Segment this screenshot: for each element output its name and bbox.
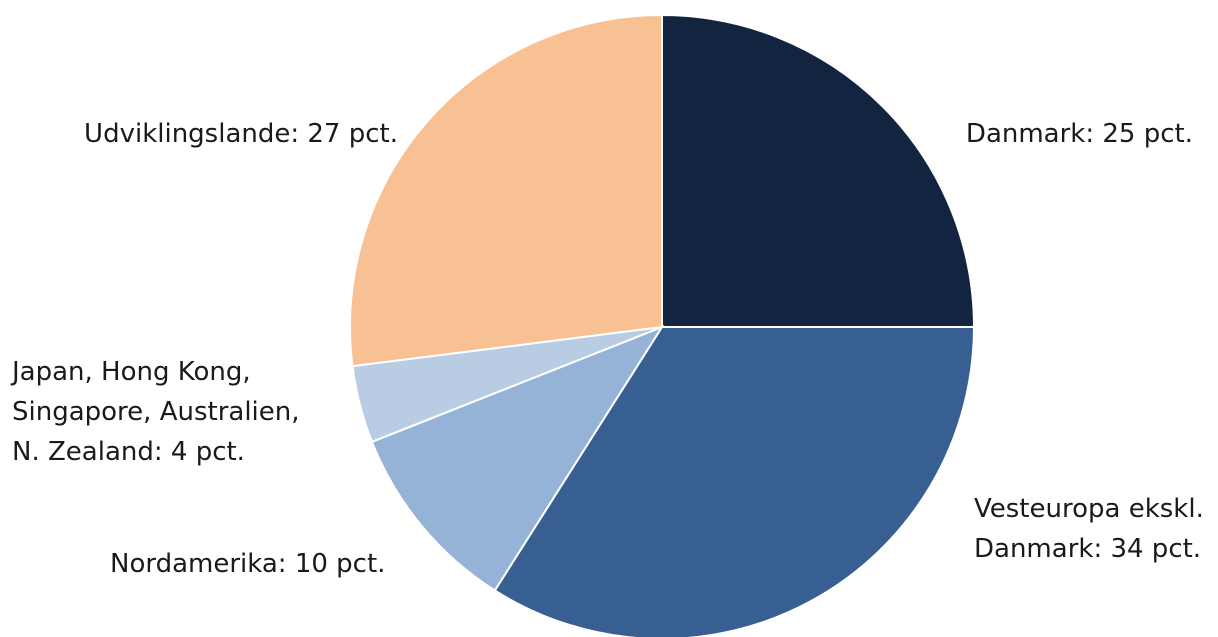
pie-slices — [349, 13, 976, 637]
slice-label-line: Danmark: 25 pct. — [966, 119, 1193, 149]
slice-label-line: Danmark: 34 pct. — [974, 534, 1201, 564]
slice-label-udviklingslande: Udviklingslande: 27 pct. — [84, 119, 398, 149]
slice-label-line: Nordamerika: 10 pct. — [110, 549, 385, 579]
slice-label-line: Japan, Hong Kong, — [10, 357, 251, 387]
slice-label-danmark: Danmark: 25 pct. — [966, 119, 1193, 149]
slice-label-vesteuropa: Vesteuropa ekskl. Danmark: 34 pct. — [974, 494, 1204, 564]
pie-slice-udviklingslande — [349, 13, 663, 368]
pie-slice-nordamerika — [370, 324, 665, 592]
slice-label-line: N. Zealand: 4 pct. — [12, 437, 245, 467]
slice-label-line: Vesteuropa ekskl. — [974, 494, 1204, 524]
pie-slice-danmark — [661, 13, 976, 328]
pie-slice-vesteuropa — [493, 326, 976, 637]
slice-label-japan: Japan, Hong Kong, Singapore, Australien, N… — [10, 357, 300, 467]
slice-label-line: Singapore, Australien, — [12, 397, 300, 427]
slice-label-nordamerika: Nordamerika: 10 pct. — [110, 549, 385, 579]
slice-label-line: Udviklingslande: 27 pct. — [84, 119, 398, 149]
pie-labels: Danmark: 25 pct. Vesteuropa ekskl. Danmark… — [10, 119, 1204, 579]
